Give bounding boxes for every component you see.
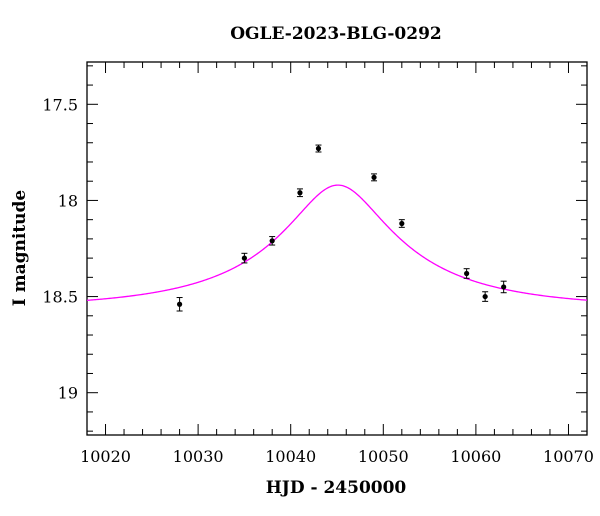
- plot-frame: [86, 61, 588, 436]
- x-tick-label: 10070: [543, 447, 594, 466]
- x-tick-label: 10060: [450, 447, 501, 466]
- data-point: [482, 293, 488, 300]
- data-point: [464, 270, 470, 277]
- data-point: [501, 284, 507, 290]
- y-tick-label: 17.5: [42, 95, 78, 114]
- chart-title: OGLE-2023-BLG-0292: [230, 24, 442, 44]
- model-curve: [86, 184, 588, 301]
- data-point: [241, 255, 248, 261]
- y-tick-label: 18: [58, 191, 78, 210]
- y-tick-label: 18.5: [42, 288, 78, 307]
- y-tick-label: 19: [58, 384, 78, 403]
- data-point: [269, 238, 275, 244]
- x-tick-label: 10020: [80, 447, 131, 466]
- y-axis-label: I magnitude: [10, 190, 30, 307]
- x-tick-label: 10030: [173, 447, 224, 466]
- plot-area: 10020 10030 10040 10050 10060 10070 17.5 18 18.5…: [42, 61, 594, 466]
- x-tick-label: 10050: [358, 447, 409, 466]
- x-tick-label: 10040: [265, 447, 316, 466]
- data-point: [315, 145, 322, 152]
- data-point: [176, 301, 183, 307]
- x-axis-label: HJD - 2450000: [266, 478, 407, 498]
- data-point: [399, 220, 405, 227]
- data-point: [371, 174, 377, 180]
- data-point: [297, 190, 303, 196]
